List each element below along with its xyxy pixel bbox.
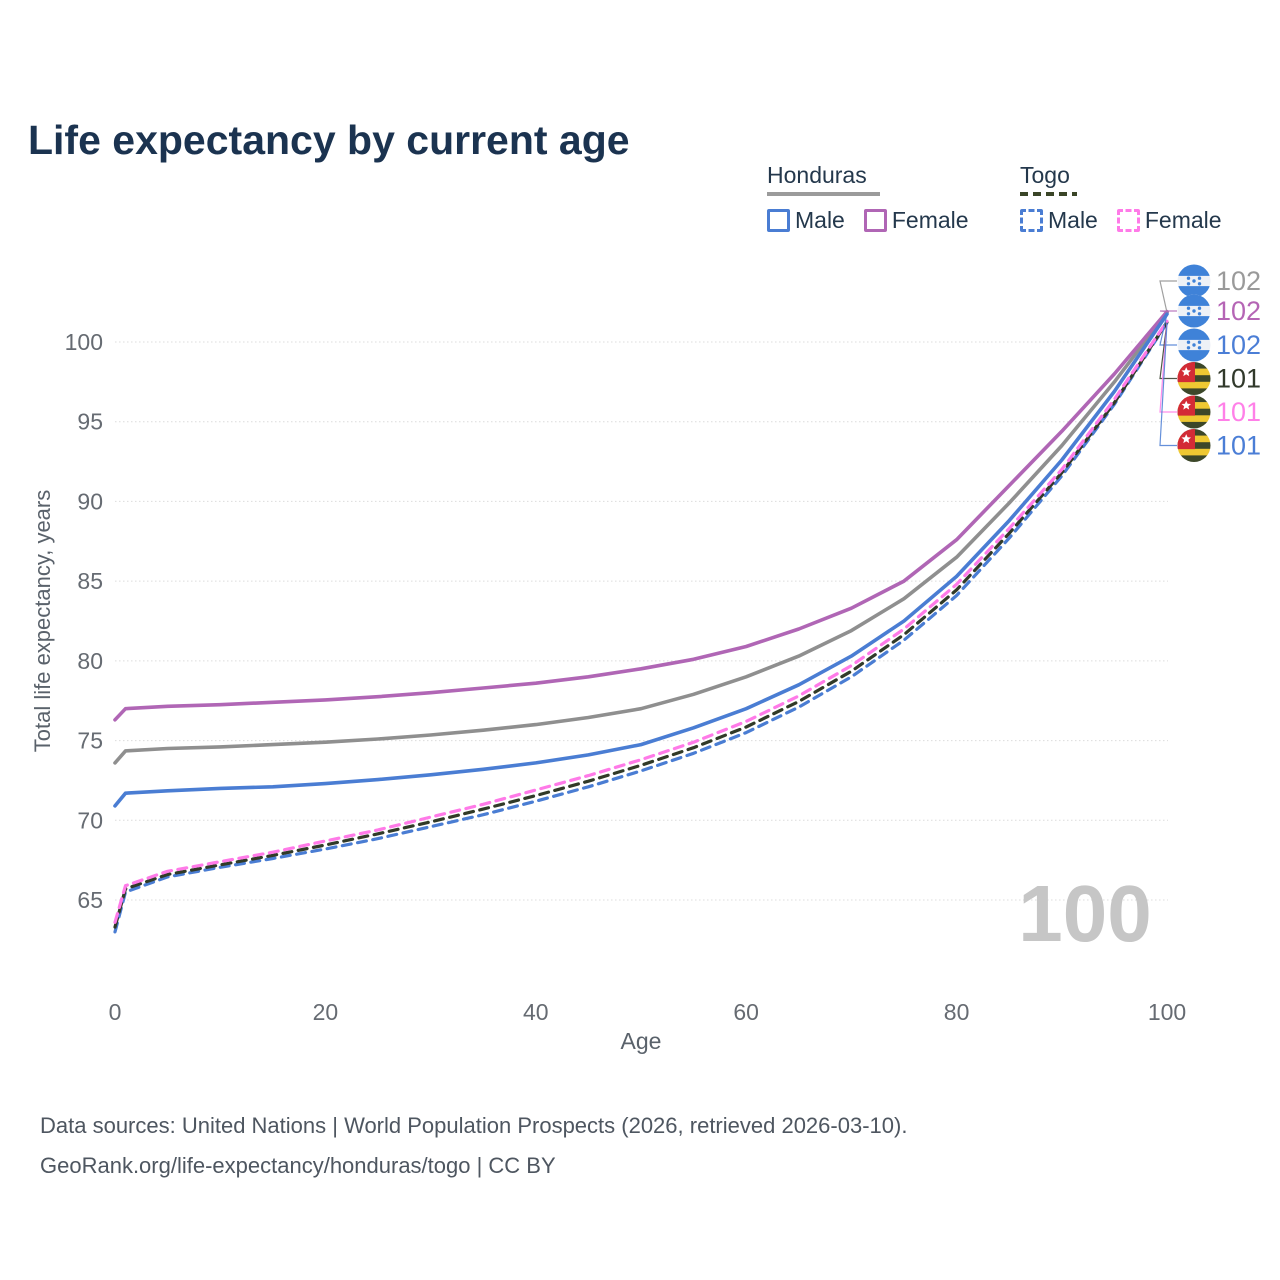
- connector-togo-all: [1159, 322, 1177, 380]
- end-value-label-honduras-female: 102: [1216, 296, 1261, 326]
- legend-item-honduras-female[interactable]: Female: [863, 207, 969, 234]
- page-title: Life expectancy by current age: [28, 117, 630, 164]
- flag-honduras-icon: [1177, 328, 1211, 362]
- x-tick-label-20: 20: [313, 999, 339, 1025]
- connector-togo-male: [1159, 322, 1177, 447]
- y-tick-label-90: 90: [77, 488, 103, 514]
- series-line-honduras-all: [113, 310, 1169, 765]
- y-tick-label-70: 70: [77, 807, 103, 833]
- legend-item-togo-male[interactable]: Male: [1020, 207, 1098, 234]
- legend-group-togo: Togo Male Female: [1020, 162, 1241, 234]
- series-line-honduras-female: [113, 309, 1169, 722]
- legend-underline-togo-dashed: [1020, 192, 1077, 196]
- end-value-label-honduras-male: 102: [1216, 330, 1261, 360]
- y-tick-label-95: 95: [77, 409, 103, 435]
- end-value-label-togo-female: 101: [1216, 397, 1261, 427]
- end-value-label-honduras-all: 102: [1216, 266, 1261, 296]
- x-tick-labels: 0 20 40 60 80 100: [109, 999, 1187, 1025]
- legend-underline-honduras-solid: [767, 192, 880, 196]
- legend-country-togo[interactable]: Togo: [1020, 162, 1070, 188]
- x-tick-label-100: 100: [1148, 999, 1186, 1025]
- flag-togo-icon: [1177, 429, 1211, 462]
- y-tick-label-85: 85: [77, 568, 103, 594]
- connector-honduras-female: [1159, 310, 1177, 313]
- data-source-footer: Data sources: United Nations | World Pop…: [40, 1106, 1190, 1186]
- y-tick-labels: 65 70 75 80 85 90 95 100: [65, 329, 103, 913]
- honduras-male-swatch-icon: [767, 209, 790, 232]
- flag-togo-icon: [1177, 395, 1211, 429]
- x-tick-label-80: 80: [944, 999, 970, 1025]
- x-tick-label-0: 0: [109, 999, 122, 1025]
- end-label-connectors: [1159, 280, 1177, 447]
- y-tick-label-80: 80: [77, 648, 103, 674]
- legend-item-label: Female: [1144, 207, 1222, 233]
- source-line-1: Data sources: United Nations | World Pop…: [40, 1113, 908, 1138]
- connector-honduras-male: [1159, 313, 1177, 346]
- connector-togo-female: [1159, 321, 1177, 413]
- y-axis-title: Total life expectancy, years: [30, 490, 55, 753]
- flag-togo-icon: [1177, 362, 1211, 395]
- x-axis-title: Age: [621, 1028, 662, 1054]
- y-tick-label-100: 100: [65, 329, 103, 355]
- legend-item-honduras-male[interactable]: Male: [767, 207, 845, 234]
- series-lines: [113, 309, 1169, 934]
- y-tick-label-65: 65: [77, 887, 103, 913]
- end-value-label-togo-male: 101: [1216, 431, 1261, 461]
- series-line-togo-all: [113, 320, 1169, 929]
- end-label-flags: [1177, 264, 1211, 462]
- togo-male-swatch-icon: [1020, 209, 1043, 232]
- gridlines: [115, 341, 1168, 901]
- legend-item-togo-female[interactable]: Female: [1116, 207, 1222, 234]
- age-counter-watermark: 100: [1018, 869, 1151, 958]
- end-value-label-togo-all: 101: [1216, 364, 1261, 394]
- flag-honduras-icon: [1177, 264, 1211, 298]
- connector-honduras-all: [1159, 280, 1177, 313]
- series-line-togo-male: [113, 321, 1169, 934]
- x-tick-label-40: 40: [523, 999, 549, 1025]
- legend-group-honduras: Honduras Male Female: [767, 162, 988, 234]
- togo-female-swatch-icon: [1116, 209, 1140, 232]
- y-tick-label-75: 75: [77, 728, 103, 754]
- legend-item-label: Female: [891, 207, 969, 233]
- x-tick-label-60: 60: [733, 999, 759, 1025]
- honduras-female-swatch-icon: [863, 209, 887, 232]
- series-line-honduras-male: [113, 312, 1169, 808]
- legend-item-label: Male: [1048, 207, 1098, 233]
- legend-item-label: Male: [795, 207, 845, 233]
- series-line-togo-female: [113, 319, 1169, 924]
- legend-country-honduras[interactable]: Honduras: [767, 162, 867, 188]
- source-line-2: GeoRank.org/life-expectancy/honduras/tog…: [40, 1153, 556, 1178]
- flag-honduras-icon: [1177, 294, 1211, 328]
